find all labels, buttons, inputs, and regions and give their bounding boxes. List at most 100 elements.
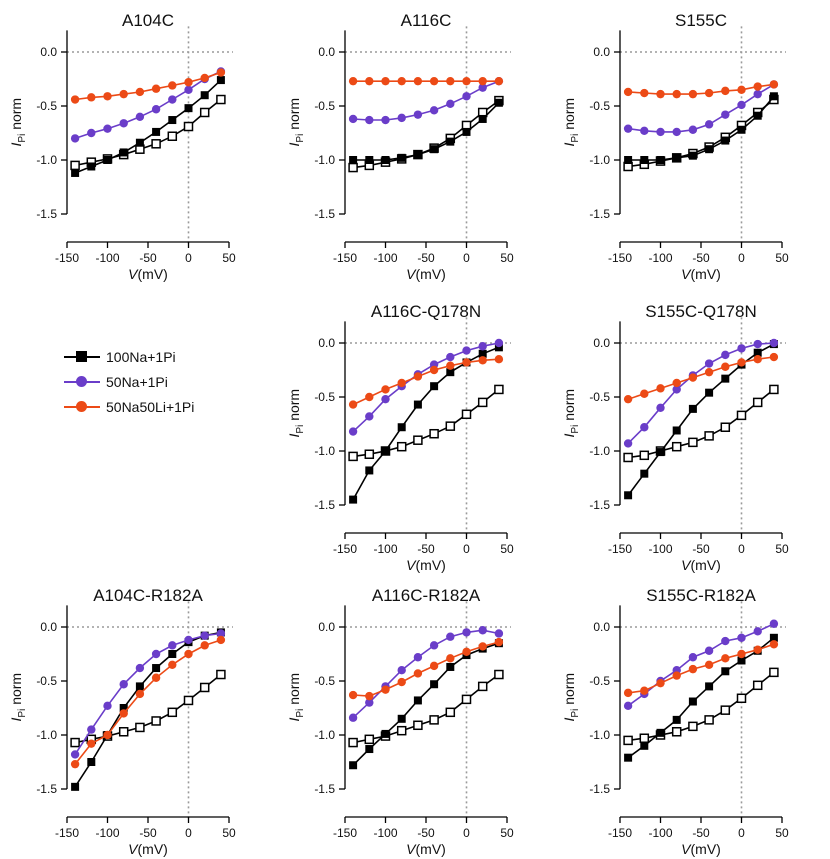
- data-point: [737, 344, 746, 353]
- data-point: [461, 409, 472, 420]
- data-point: [623, 688, 633, 698]
- data-point: [737, 656, 746, 665]
- data-point: [671, 441, 682, 452]
- data-point: [397, 113, 406, 123]
- data-point: [216, 68, 226, 77]
- y-tick-label: 0.0: [40, 620, 57, 634]
- data-point: [640, 686, 649, 695]
- data-point: [624, 156, 633, 164]
- series-open-square: [348, 669, 504, 748]
- data-point: [672, 378, 681, 388]
- data-point: [446, 662, 455, 671]
- data-point: [446, 368, 455, 377]
- data-point: [200, 91, 209, 100]
- data-point: [348, 737, 358, 748]
- series-line-100na-1pi: [74, 631, 222, 788]
- y-tick-label: -0.5: [589, 674, 610, 688]
- x-axis-label: V(mV): [681, 266, 721, 282]
- data-point: [151, 716, 161, 726]
- data-point: [704, 660, 714, 669]
- panel-a104c: A104C 0.0 -0.5 -1.0 -1.5 -150 -100 -50 0 50 V(mV) I…: [8, 11, 236, 282]
- series-open-square: [623, 667, 779, 746]
- series-100na-1pi: [624, 340, 778, 500]
- data-point: [721, 636, 730, 646]
- data-point: [70, 134, 80, 143]
- x-tick-label: -150: [608, 826, 632, 840]
- y-tick-label: 0.0: [593, 620, 610, 634]
- data-point: [184, 104, 193, 113]
- x-tick-label: 0: [463, 826, 470, 840]
- x-tick-label: 0: [738, 251, 745, 265]
- data-point: [151, 139, 161, 149]
- data-point: [348, 76, 358, 86]
- y-tick-label: -1.5: [314, 782, 335, 796]
- panel-title: S155C: [675, 11, 727, 30]
- data-point: [672, 89, 681, 99]
- series-line-50na-1pi: [74, 70, 222, 140]
- data-point: [430, 145, 439, 154]
- series-open-square: [70, 669, 226, 748]
- series-line-50na50li-1pi: [628, 83, 775, 95]
- data-point: [216, 76, 225, 85]
- data-point: [413, 435, 423, 445]
- data-point: [348, 162, 358, 173]
- series-100na-1pi: [624, 633, 778, 762]
- series-50na50li-1pi: [348, 637, 504, 701]
- data-point: [365, 466, 374, 475]
- y-tick-label: -0.5: [589, 390, 610, 404]
- data-point: [704, 120, 714, 129]
- data-point: [688, 697, 697, 706]
- data-point: [135, 682, 144, 691]
- data-point: [87, 93, 96, 102]
- series-line-50na-1pi: [352, 629, 500, 719]
- data-point: [429, 76, 439, 86]
- legend-symbol-filled-square: [64, 349, 100, 365]
- panel-title: A116C-Q178N: [371, 302, 481, 321]
- data-point: [704, 88, 714, 98]
- data-point: [446, 76, 455, 86]
- legend-symbol-orange-circle: [64, 399, 100, 415]
- data-point: [429, 106, 439, 115]
- data-point: [430, 680, 439, 689]
- data-point: [216, 669, 226, 680]
- x-tick-label: 0: [738, 826, 745, 840]
- series-100na-1pi: [71, 76, 225, 177]
- y-tick-label: -1.0: [589, 153, 610, 167]
- data-point: [688, 721, 698, 732]
- y-axis-label: IPi norm: [286, 673, 306, 722]
- data-point: [672, 426, 681, 435]
- panel-title: A116C-R182A: [372, 586, 481, 605]
- data-point: [462, 92, 471, 101]
- data-point: [769, 384, 779, 395]
- series-50na-1pi: [623, 619, 779, 711]
- data-point: [413, 76, 423, 86]
- data-point: [168, 650, 177, 658]
- data-point: [769, 352, 779, 362]
- y-tick-label: -1.5: [314, 207, 335, 221]
- data-point: [87, 739, 96, 748]
- data-point: [494, 669, 504, 680]
- data-point: [640, 741, 649, 750]
- series-line-50na-1pi: [353, 80, 500, 121]
- data-point: [118, 727, 129, 737]
- data-point: [753, 111, 762, 120]
- data-point: [429, 661, 439, 671]
- data-point: [478, 76, 487, 86]
- data-point: [103, 92, 112, 101]
- series-100na-1pi: [71, 628, 225, 791]
- y-tick-label: -1.0: [36, 153, 57, 167]
- x-tick-label: -100: [648, 251, 672, 265]
- data-point: [704, 431, 714, 441]
- data-point: [413, 400, 422, 409]
- data-point: [477, 397, 488, 408]
- x-axis-label: V(mV): [406, 841, 446, 857]
- data-point: [446, 352, 455, 362]
- data-point: [478, 356, 487, 365]
- data-point: [736, 693, 747, 704]
- data-point: [381, 115, 390, 125]
- y-tick-label: -0.5: [36, 674, 57, 688]
- data-point: [721, 667, 730, 676]
- data-point: [462, 346, 471, 355]
- data-point: [640, 88, 649, 98]
- data-point: [461, 694, 472, 705]
